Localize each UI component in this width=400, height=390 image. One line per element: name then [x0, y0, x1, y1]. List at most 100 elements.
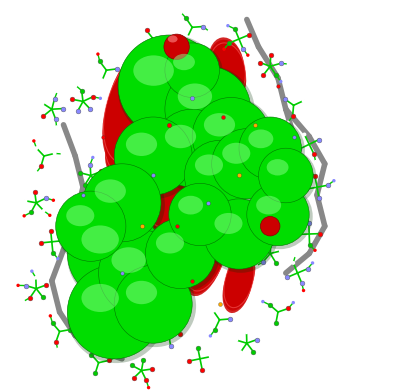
Point [174, 223, 180, 229]
Ellipse shape [247, 183, 309, 246]
Point [290, 260, 296, 266]
Point [21, 213, 27, 219]
Ellipse shape [166, 44, 223, 101]
Point [268, 52, 274, 58]
Point [87, 161, 93, 168]
Point [120, 306, 127, 312]
Point [278, 60, 284, 66]
Point [111, 324, 118, 331]
Ellipse shape [184, 222, 227, 296]
Ellipse shape [146, 153, 202, 232]
Point [20, 298, 27, 305]
Ellipse shape [118, 35, 220, 136]
Ellipse shape [222, 260, 252, 313]
Point [100, 186, 106, 192]
Point [22, 198, 29, 204]
Point [155, 334, 161, 340]
Ellipse shape [214, 213, 242, 234]
Ellipse shape [103, 59, 163, 166]
Ellipse shape [239, 117, 305, 183]
Point [292, 252, 298, 259]
Point [15, 282, 21, 289]
Point [205, 200, 211, 206]
Ellipse shape [153, 109, 235, 191]
Point [69, 96, 76, 103]
Point [99, 133, 106, 140]
Ellipse shape [105, 53, 164, 159]
Point [38, 163, 44, 170]
Ellipse shape [67, 206, 165, 305]
Point [50, 250, 56, 256]
Ellipse shape [114, 265, 196, 347]
Point [183, 15, 189, 21]
Point [238, 349, 244, 355]
Point [119, 270, 125, 276]
Point [260, 72, 267, 78]
Point [40, 113, 46, 119]
Point [97, 58, 103, 65]
Point [28, 209, 34, 216]
Ellipse shape [165, 66, 251, 152]
Ellipse shape [106, 124, 138, 170]
Point [248, 200, 254, 206]
Ellipse shape [153, 109, 231, 187]
Ellipse shape [107, 122, 138, 168]
Point [221, 46, 227, 52]
Point [226, 40, 232, 46]
Point [268, 239, 274, 246]
Ellipse shape [209, 42, 245, 96]
Ellipse shape [209, 40, 245, 94]
Ellipse shape [173, 54, 195, 70]
Point [88, 351, 94, 358]
Point [208, 353, 214, 360]
Point [32, 189, 38, 195]
Point [290, 300, 296, 306]
Ellipse shape [224, 253, 254, 306]
Ellipse shape [210, 49, 246, 103]
Ellipse shape [178, 196, 203, 215]
Ellipse shape [68, 207, 161, 300]
Point [143, 27, 150, 34]
Ellipse shape [82, 284, 119, 312]
Point [232, 26, 238, 32]
Point [106, 357, 112, 363]
Point [186, 358, 192, 364]
Point [149, 366, 156, 372]
Point [285, 61, 292, 67]
Point [317, 230, 323, 237]
Point [43, 282, 50, 288]
Point [275, 83, 281, 89]
Ellipse shape [83, 164, 161, 242]
Ellipse shape [210, 46, 246, 101]
Point [59, 151, 66, 157]
Point [178, 9, 184, 16]
Ellipse shape [66, 205, 94, 226]
Ellipse shape [212, 129, 286, 203]
Point [97, 95, 104, 101]
Point [74, 108, 81, 114]
Point [109, 312, 116, 318]
Ellipse shape [204, 199, 278, 273]
Ellipse shape [126, 281, 157, 304]
Point [27, 294, 33, 301]
Point [184, 34, 191, 40]
Point [150, 340, 156, 346]
Point [146, 46, 152, 52]
Ellipse shape [247, 184, 313, 249]
Point [114, 66, 120, 72]
Ellipse shape [258, 148, 313, 203]
Ellipse shape [224, 255, 254, 308]
Ellipse shape [204, 199, 274, 269]
Ellipse shape [195, 154, 223, 176]
Ellipse shape [223, 257, 253, 311]
Ellipse shape [104, 57, 163, 163]
Point [210, 308, 216, 314]
Ellipse shape [147, 151, 202, 229]
Ellipse shape [95, 179, 126, 203]
Point [54, 255, 61, 262]
Ellipse shape [114, 117, 192, 195]
Point [266, 302, 273, 308]
Point [199, 366, 205, 372]
Ellipse shape [168, 35, 178, 43]
Point [273, 260, 279, 266]
